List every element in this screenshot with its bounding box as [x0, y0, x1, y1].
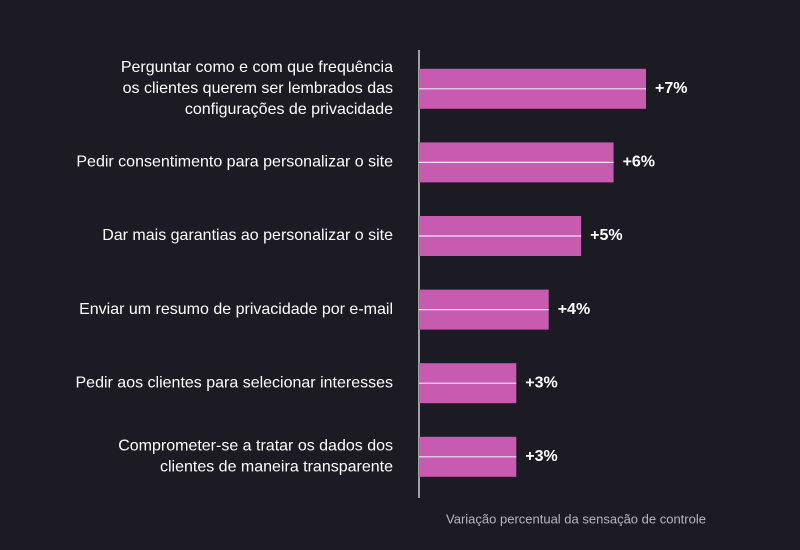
category-label: os clientes querem ser lembrados das — [123, 80, 393, 97]
value-label: +3% — [525, 448, 557, 465]
category-label: configurações de privacidade — [185, 101, 393, 118]
category-label: Pedir consentimento para personalizar o … — [76, 154, 393, 171]
category-label: Enviar um resumo de privacidade por e-ma… — [79, 301, 393, 318]
category-label: clientes de maneira transparente — [160, 459, 393, 476]
category-label: Pedir aos clientes para selecionar inter… — [76, 374, 394, 391]
category-label: Dar mais garantias ao personalizar o sit… — [102, 227, 393, 244]
value-label: +7% — [655, 80, 687, 97]
value-label: +6% — [623, 154, 655, 171]
value-label: +4% — [558, 301, 590, 318]
category-label: Comprometer-se a tratar os dados dos — [118, 438, 393, 455]
category-label: Perguntar como e com que frequência — [121, 59, 393, 76]
value-label: +3% — [525, 374, 557, 391]
x-axis-label: Variação percentual da sensação de contr… — [446, 511, 706, 526]
value-label: +5% — [590, 227, 622, 244]
